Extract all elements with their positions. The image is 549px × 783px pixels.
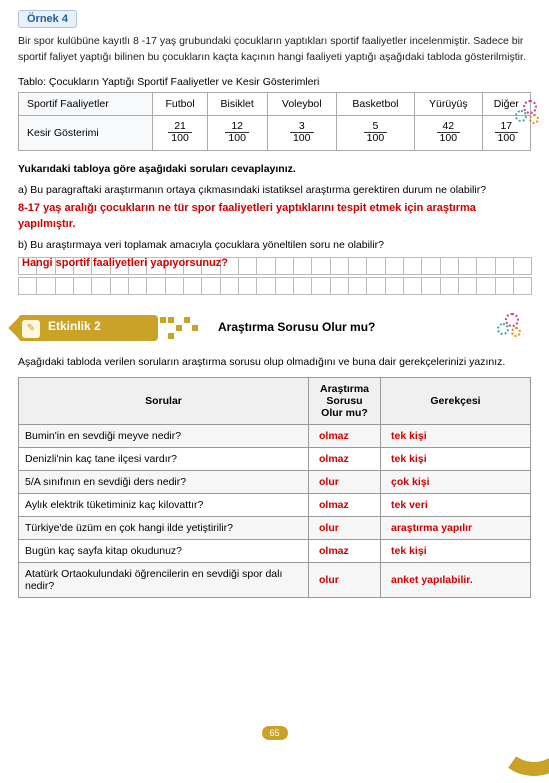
table-row: Türkiye'de üzüm en çok hangi ilde yetişt…	[19, 517, 531, 540]
example-badge: Örnek 4	[18, 10, 77, 28]
empty-grid-row	[18, 277, 531, 295]
answer-b-row: Hangi sportif faaliyetleri yapıyorsunuz?	[18, 257, 531, 275]
th-gerekce: Gerekçesi	[381, 378, 531, 425]
col-bisiklet: Bisiklet	[207, 92, 267, 115]
etkinlik-intro: Aşağıdaki tabloda verilen soruların araş…	[18, 355, 531, 370]
table-row: Bumin'in en sevdiği meyve nedir?olmaztek…	[19, 425, 531, 448]
frac-4: 5100	[336, 115, 414, 150]
frac-2: 12100	[207, 115, 267, 150]
frac-1: 21100	[153, 115, 207, 150]
table-title: Tablo: Çocukların Yaptığı Sportif Faaliy…	[18, 76, 531, 88]
frac-3: 3100	[267, 115, 336, 150]
col-yuruyus: Yürüyüş	[415, 92, 482, 115]
table-row: Aylık elektrik tüketiminiz kaç kilovattı…	[19, 494, 531, 517]
etkinlik-title: Araştırma Sorusu Olur mu?	[218, 320, 375, 334]
table-row: Denizli'nin kaç tane ilçesi vardır?olmaz…	[19, 448, 531, 471]
gear-decoration-2	[497, 313, 529, 345]
page-number: 65	[262, 726, 288, 740]
th-arastima: Araştırma Sorusu Olur mu?	[309, 378, 381, 425]
corner-decoration	[482, 679, 549, 783]
etkinlik-label: Etkinlik 2	[48, 319, 101, 333]
etkinlik-header: ✎ Etkinlik 2 Araştırma Sorusu Olur mu?	[18, 313, 531, 345]
kesir-label: Kesir Gösterimi	[19, 115, 153, 150]
col-voleybol: Voleybol	[267, 92, 336, 115]
col-futbol: Futbol	[153, 92, 207, 115]
question-a: a) Bu paragraftaki araştırmanın ortaya ç…	[18, 183, 531, 198]
gear-decoration	[515, 100, 545, 130]
answer-b: Hangi sportif faaliyetleri yapıyorsunuz?	[22, 257, 228, 269]
sportif-table: Sportif Faaliyetler Futbol Bisiklet Vole…	[18, 92, 531, 151]
col-basketbol: Basketbol	[336, 92, 414, 115]
answer-a: 8-17 yaş aralığı çocukların ne tür spor …	[18, 201, 531, 232]
intro-paragraph: Bir spor kulübüne kayıtlı 8 -17 yaş grub…	[18, 34, 531, 66]
instruction: Yukarıdaki tabloya göre aşağıdaki sorula…	[18, 163, 531, 175]
sorular-table: Sorular Araştırma Sorusu Olur mu? Gerekç…	[18, 377, 531, 598]
frac-5: 42100	[415, 115, 482, 150]
table-row: Atatürk Ortaokulundaki öğrencilerin en s…	[19, 563, 531, 598]
th-sorular: Sorular	[19, 378, 309, 425]
table-row: 5/A sınıfının en sevdiği ders nedir?olur…	[19, 471, 531, 494]
table-row: Bugün kaç sayfa kitap okudunuz?olmaztek …	[19, 540, 531, 563]
question-b: b) Bu araştırmaya veri toplamak amacıyla…	[18, 238, 531, 253]
pencil-icon: ✎	[22, 320, 40, 338]
sportif-header: Sportif Faaliyetler	[19, 92, 153, 115]
